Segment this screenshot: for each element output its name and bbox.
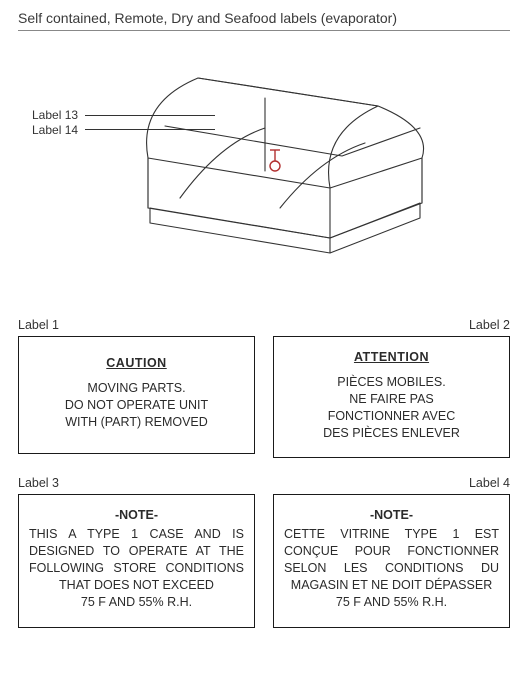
label-3-box: -NOTE- THIS A TYPE 1 CASE AND IS DESIGNE… — [18, 494, 255, 627]
label-4-title: -NOTE- — [370, 507, 413, 524]
divider — [18, 30, 510, 31]
label-1-body: MOVING PARTS. DO NOT OPERATE UNIT WITH (… — [65, 380, 208, 431]
labels-grid: Label 1 CAUTION MOVING PARTS. DO NOT OPE… — [18, 318, 510, 628]
label-3-cell: Label 3 -NOTE- THIS A TYPE 1 CASE AND IS… — [18, 476, 255, 627]
label-4-body: CETTE VITRINE TYPE 1 EST CONÇUE POUR FON… — [284, 526, 499, 610]
label-2-box: ATTENTION PIÈCES MOBILES. NE FAIRE PAS F… — [273, 336, 510, 458]
label-2-title: ATTENTION — [354, 349, 429, 366]
label-4-header: Label 4 — [273, 476, 510, 490]
label-1-cell: Label 1 CAUTION MOVING PARTS. DO NOT OPE… — [18, 318, 255, 458]
label-3-header: Label 3 — [18, 476, 255, 490]
label-3-title: -NOTE- — [115, 507, 158, 524]
label-1-header: Label 1 — [18, 318, 255, 332]
label-2-body: PIÈCES MOBILES. NE FAIRE PAS FONCTIONNER… — [323, 374, 460, 442]
callout-label-13: Label 13 — [32, 108, 78, 123]
label-1-title: CAUTION — [106, 355, 166, 372]
label-2-header: Label 2 — [273, 318, 510, 332]
label-4-cell: Label 4 -NOTE- CETTE VITRINE TYPE 1 EST … — [273, 476, 510, 627]
label-2-cell: Label 2 ATTENTION PIÈCES MOBILES. NE FAI… — [273, 318, 510, 458]
callouts: Label 13 Label 14 — [32, 108, 78, 138]
page-title: Self contained, Remote, Dry and Seafood … — [18, 10, 397, 26]
callout-label-14: Label 14 — [32, 123, 78, 138]
label-1-box: CAUTION MOVING PARTS. DO NOT OPERATE UNI… — [18, 336, 255, 454]
display-case-diagram — [120, 48, 450, 258]
label-4-box: -NOTE- CETTE VITRINE TYPE 1 EST CONÇUE P… — [273, 494, 510, 627]
label-3-body: THIS A TYPE 1 CASE AND IS DESIGNED TO OP… — [29, 526, 244, 610]
